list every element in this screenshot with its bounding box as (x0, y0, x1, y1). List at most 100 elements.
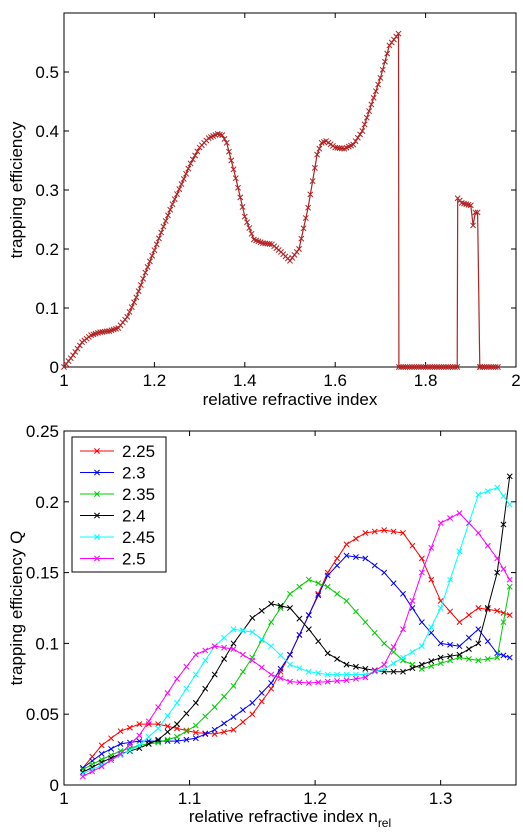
data-point-2.5 (475, 529, 482, 536)
data-point-2.5 (202, 647, 209, 654)
data-point-2.3 (249, 699, 256, 706)
data-point-2.3 (305, 612, 312, 619)
top-chart-data-point (445, 364, 452, 370)
bottom-chart-y-axis-label: trapping efficiency Q (7, 531, 26, 686)
top-chart-data-point (470, 222, 477, 229)
top-chart-data-point (137, 282, 144, 288)
top-chart-data-point (420, 364, 427, 370)
top-chart-x-tick-label: 1.4 (233, 371, 257, 390)
data-point-2.4 (183, 710, 190, 717)
data-point-2.5 (437, 520, 444, 526)
data-point-2.45 (456, 548, 463, 555)
data-point-2.45 (475, 491, 482, 498)
top-chart-data-point (350, 141, 357, 148)
data-point-2.3 (183, 736, 190, 743)
data-point-2.45 (447, 576, 454, 583)
data-point-2.5 (506, 576, 513, 583)
data-point-2.5 (258, 664, 265, 671)
data-point-2.25 (230, 726, 237, 733)
top-chart-series-line (63, 31, 498, 368)
data-point-2.5 (447, 515, 454, 522)
data-point-2.25 (98, 742, 105, 749)
top-chart-data-point (192, 152, 199, 159)
data-point-2.3 (221, 720, 228, 727)
data-point-2.3 (343, 552, 350, 559)
data-point-2.4 (211, 671, 218, 678)
data-point-2.25 (409, 542, 416, 549)
top-chart-data-point (474, 209, 481, 216)
top-chart-data-point (483, 364, 490, 370)
x-axis-label-main: relative refractive index n (189, 807, 378, 826)
data-point-2.45 (352, 671, 359, 678)
legend-label-2.25: 2.25 (122, 442, 155, 461)
data-point-2.35 (334, 590, 341, 597)
bottom-chart-y-tick-label: 0.15 (26, 564, 59, 583)
data-point-2.3 (400, 590, 406, 597)
bottom-chart-x-tick-label: 1 (59, 789, 68, 808)
data-point-2.45 (136, 742, 143, 749)
data-point-2.45 (437, 605, 444, 611)
data-point-2.25 (164, 723, 171, 730)
data-point-2.35 (324, 583, 331, 590)
top-chart-x-tick-label: 2 (511, 371, 520, 390)
top-chart-data-point (142, 269, 149, 276)
data-point-2.3 (500, 652, 507, 659)
data-point-2.25 (506, 612, 513, 619)
data-point-2.5 (230, 646, 237, 653)
top-chart-data-point (311, 164, 318, 171)
top-chart-data-point (454, 364, 461, 370)
top-chart-data-point (162, 218, 169, 224)
bottom-chart-x-tick-label: 1.1 (178, 789, 202, 808)
data-point-2.3 (381, 569, 388, 576)
data-point-2.25 (494, 607, 501, 614)
top-chart-data-point (477, 364, 484, 370)
data-point-2.25 (258, 698, 265, 705)
data-point-2.35 (428, 663, 435, 670)
top-chart-data-point (232, 175, 239, 182)
top-chart-data-point (384, 50, 391, 57)
data-point-2.3 (202, 731, 209, 737)
legend-label-2.4: 2.4 (122, 507, 146, 526)
data-point-2.45 (500, 493, 507, 500)
data-point-2.25 (381, 527, 388, 534)
data-point-2.25 (268, 685, 275, 692)
data-point-2.25 (352, 535, 359, 542)
top-chart-data-point (221, 136, 228, 142)
x-axis-label-subscript: rel (378, 816, 391, 830)
data-point-2.3 (390, 580, 397, 587)
top-chart-data-point (368, 101, 375, 108)
data-point-2.4 (484, 605, 491, 611)
top-chart-data-point (194, 148, 201, 155)
data-point-2.4 (343, 661, 350, 668)
top-chart-data-point (418, 364, 425, 370)
data-point-2.45 (506, 501, 513, 508)
data-point-2.35 (174, 733, 180, 740)
data-point-2.5 (409, 597, 416, 604)
top-chart-data-point (128, 304, 135, 311)
legend-marker-2.35 (94, 491, 100, 497)
data-point-2.45 (268, 643, 275, 650)
data-point-2.4 (305, 626, 312, 633)
data-point-2.4 (400, 668, 406, 675)
legend-label-2.3: 2.3 (122, 464, 146, 483)
top-chart-x-tick-label: 1 (59, 371, 68, 390)
top-chart-data-point (160, 223, 167, 230)
top-chart-y-tick-label: 0.3 (35, 181, 59, 200)
data-point-2.45 (315, 670, 322, 677)
data-point-2.45 (164, 712, 171, 719)
data-point-2.35 (183, 728, 190, 735)
data-point-2.25 (136, 721, 143, 728)
data-point-2.3 (268, 680, 275, 687)
bottom-chart-y-tick-label: 0.05 (26, 705, 59, 724)
data-point-2.4 (409, 665, 416, 672)
bottom-chart: 1 1.1 1.2 1.3 0 0.05 0.1 0.15 0.2 0.25 2.25 2.3 2.3… (7, 422, 517, 830)
data-point-2.3 (324, 572, 331, 579)
data-point-2.35 (465, 656, 472, 662)
data-point-2.5 (352, 675, 359, 682)
data-point-2.25 (324, 569, 331, 576)
top-chart-data-point (404, 364, 411, 370)
data-point-2.5 (371, 668, 378, 674)
data-point-2.4 (174, 721, 180, 728)
top-chart-data-point (375, 81, 382, 88)
